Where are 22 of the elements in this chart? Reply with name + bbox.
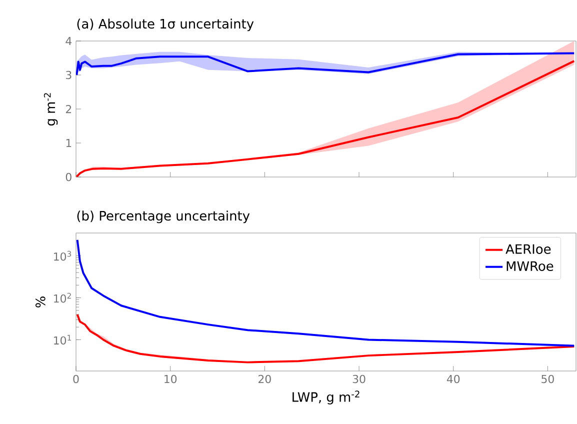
y-tick-label: 0 xyxy=(66,172,72,182)
x-tick-label: 10 xyxy=(164,374,177,384)
x-tick-label: 40 xyxy=(446,374,460,384)
y-tick-label: 10$^{1}$ xyxy=(54,334,71,345)
y-tick-label: 10$^{3}$ xyxy=(54,250,72,261)
y-tick-label: 1 xyxy=(66,139,72,147)
y-tick-label: 2 xyxy=(66,104,72,114)
x-axis-title: LWP, g m$^{-2}$ xyxy=(292,390,360,404)
legend-label: MWRoe xyxy=(506,261,554,271)
chart-title: (b) Percentage uncertainty xyxy=(77,210,250,224)
y-tick-label: 10$^{2}$ xyxy=(54,292,71,303)
y-axis-title: g m$^{-2}$ xyxy=(44,93,58,126)
x-tick-label: 30 xyxy=(352,374,366,384)
y-axis-title: % xyxy=(36,296,46,308)
y-tick-label: 4 xyxy=(66,37,72,45)
line-series xyxy=(76,238,576,347)
x-tick-label: 50 xyxy=(542,374,554,384)
x-tick-label: 20 xyxy=(258,374,271,384)
chart-title: (a) Absolute 1σ uncertainty xyxy=(77,18,254,32)
y-tick-label: 3 xyxy=(66,70,72,80)
legend-label: AERIoe xyxy=(506,244,551,254)
x-tick-label: 0 xyxy=(73,374,79,384)
